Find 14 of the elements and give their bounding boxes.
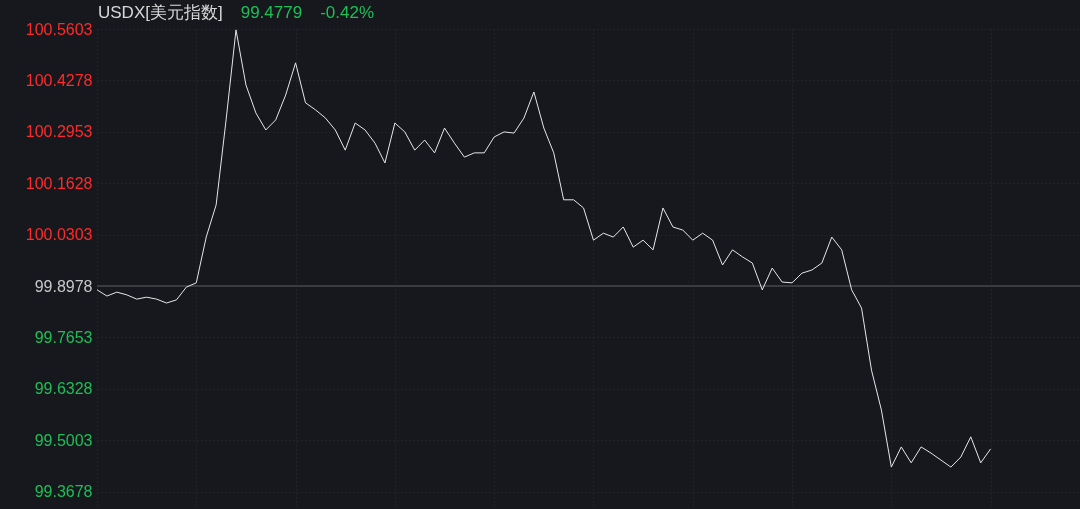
y-tick-label: 99.5003 [34, 431, 93, 449]
text: 99.4779 [240, 3, 303, 22]
y-tick-label: 100.0303 [25, 226, 93, 244]
y-tick-label: 100.1628 [25, 174, 93, 192]
y-tick-label: 99.6328 [34, 380, 93, 398]
y-tick-label: 99.3678 [34, 483, 93, 501]
y-tick-label: 100.4278 [25, 71, 93, 89]
y-tick-label: 99.8978 [34, 277, 93, 295]
line-series [96, 29, 992, 468]
chart-title: USDX[美元指数] [98, 3, 223, 22]
text: -0.42% [320, 3, 375, 22]
y-tick-label: 100.5603 [25, 20, 93, 38]
y-tick-label: 100.2953 [25, 123, 93, 141]
y-tick-label: 99.7653 [34, 328, 93, 346]
